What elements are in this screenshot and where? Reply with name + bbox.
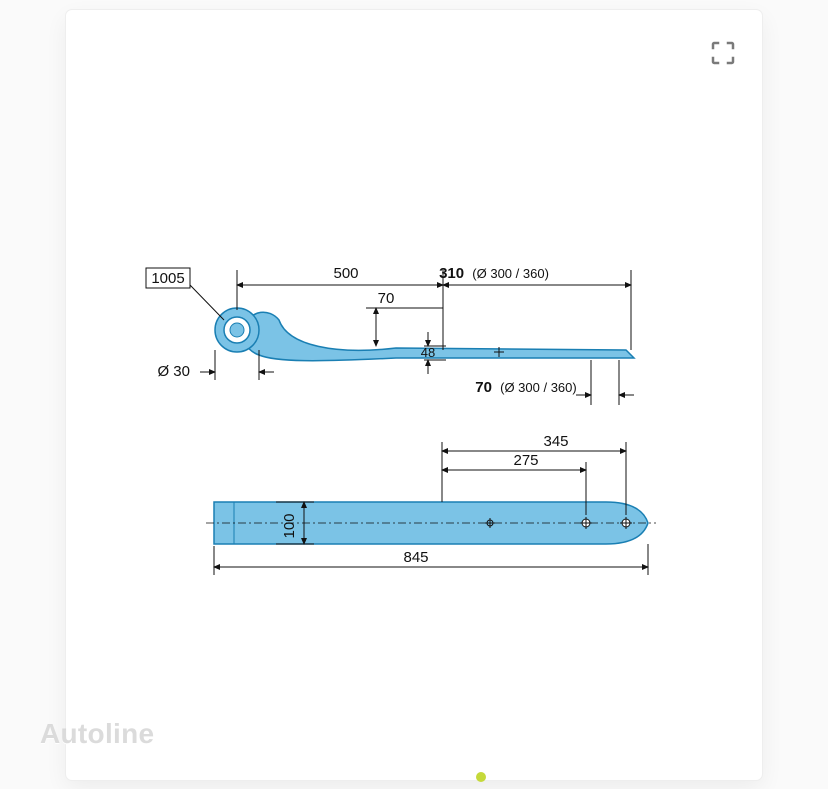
technical-drawing: 500 310 (Ø 300 / 360) 70 48 [66, 10, 762, 780]
ref-leader [190, 285, 224, 320]
watermark: Autoline [40, 718, 154, 750]
dim-48: 48 [421, 345, 435, 360]
dim-70: 70 [378, 290, 395, 307]
dim-d30: Ø 30 [157, 363, 190, 380]
stage: 500 310 (Ø 300 / 360) 70 48 [0, 0, 828, 789]
image-card: 500 310 (Ø 300 / 360) 70 48 [66, 10, 762, 780]
pager-dot[interactable] [476, 772, 486, 782]
top-view: 345 275 100 845 [206, 433, 656, 575]
eye-inner [230, 323, 244, 337]
side-view: 500 310 (Ø 300 / 360) 70 48 [146, 265, 634, 405]
dim-310: 310 (Ø 300 / 360) [439, 265, 549, 282]
dim-845: 845 [403, 549, 428, 566]
dim-345: 345 [543, 433, 568, 450]
ref-1005: 1005 [151, 270, 184, 287]
dim-f70: 70 (Ø 300 / 360) [475, 379, 576, 396]
dim-100: 100 [281, 513, 298, 538]
dim-275: 275 [513, 452, 538, 469]
dim-500: 500 [333, 265, 358, 282]
arm-body [242, 312, 634, 360]
